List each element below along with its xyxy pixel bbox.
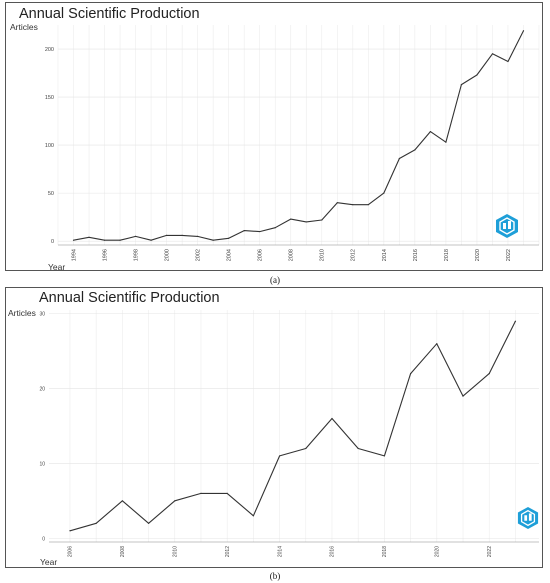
data-point (259, 230, 261, 233)
data-point (462, 395, 464, 397)
data-point (212, 239, 214, 241)
data-point (507, 60, 509, 63)
x-tick-label: 2016 (413, 249, 419, 261)
chart-title: Annual Scientific Production (39, 290, 220, 306)
x-tick-label: 2016 (330, 546, 336, 557)
data-point (88, 236, 90, 238)
y-tick-label: 0 (51, 239, 54, 245)
data-point (522, 30, 525, 32)
data-point (429, 131, 431, 133)
x-tick-label: 2008 (120, 546, 126, 557)
y-tick-label: 150 (45, 95, 54, 101)
data-point (147, 522, 150, 524)
data-point (321, 219, 323, 221)
x-tick-label: 2012 (225, 546, 231, 557)
x-tick-label: 2010 (320, 249, 326, 261)
x-tick-label: 2012 (351, 249, 357, 261)
x-tick-label: 2014 (382, 249, 388, 261)
x-tick-label: 2018 (444, 249, 450, 261)
data-point (228, 237, 230, 239)
data-point (305, 447, 307, 450)
data-point (103, 239, 106, 241)
data-point (290, 218, 292, 220)
data-point (476, 74, 478, 76)
logo-icon (496, 214, 518, 238)
data-point (134, 235, 137, 237)
logo-icon (517, 507, 539, 529)
line-chart-a: 0 50 100 150 200 1994 1996 1998 2000 2002 2004 2006… (45, 25, 540, 261)
y-tick-label: 200 (45, 47, 54, 53)
series-line (73, 30, 524, 241)
x-tick-label: 2006 (68, 546, 74, 557)
y-tick-label: 20 (39, 387, 45, 393)
data-point (95, 522, 97, 524)
y-tick-label: 30 (39, 312, 45, 318)
data-point (274, 227, 276, 229)
data-point (383, 455, 386, 457)
data-point (414, 149, 416, 151)
x-tick-label: 2020 (435, 546, 441, 557)
data-point (226, 492, 228, 494)
x-tick-label: 1998 (134, 249, 140, 261)
data-point (305, 221, 307, 223)
y-axis-label: Articles (10, 22, 38, 32)
data-point (278, 455, 281, 457)
x-tick-label: 1996 (102, 249, 108, 261)
x-tick-label: 2020 (475, 249, 481, 261)
data-point (174, 500, 176, 502)
chart-title: Annual Scientific Production (19, 6, 200, 22)
data-point (331, 417, 333, 420)
data-point (383, 192, 385, 194)
y-axis-label: Articles (8, 308, 36, 318)
data-point (69, 530, 71, 532)
y-tick-label: 50 (48, 191, 54, 197)
data-point (166, 234, 168, 236)
data-point (336, 202, 338, 204)
y-tick-label: 10 (39, 461, 45, 467)
data-point (150, 239, 152, 241)
x-tick-label: 2002 (196, 249, 202, 261)
data-point (200, 492, 202, 494)
x-tick-label: 2022 (506, 249, 512, 261)
x-tick-label: 2006 (258, 249, 264, 261)
y-tick-label: 0 (42, 536, 45, 542)
caption-a: (a) (270, 275, 280, 285)
data-point (119, 239, 121, 241)
caption-b: (b) (269, 571, 281, 581)
data-point (357, 447, 359, 450)
data-point (197, 235, 199, 237)
y-tick-label: 100 (45, 143, 54, 149)
data-point (181, 234, 183, 236)
x-tick-label: 2008 (289, 249, 295, 261)
x-axis-label: Year (48, 262, 66, 272)
data-point (460, 83, 463, 86)
data-point (491, 53, 494, 55)
data-point (72, 239, 75, 241)
line-chart-b: 0 10 20 30 2006 2008 2010 2012 2014 2016 2018 2020 2… (39, 310, 539, 557)
data-point (121, 500, 123, 502)
data-point (352, 204, 354, 206)
x-tick-label: 2022 (487, 546, 493, 557)
data-point (367, 204, 369, 206)
x-tick-label: 1994 (71, 249, 77, 261)
data-point (243, 229, 245, 232)
data-point (252, 515, 254, 517)
chart-panel-b: Annual Scientific Production Articles Ye… (5, 287, 543, 568)
data-point (398, 157, 400, 160)
chart-panel-a: Annual Scientific Production Articles Ye… (5, 2, 543, 272)
x-axis-label: Year (40, 557, 58, 567)
data-point (436, 343, 438, 345)
x-tick-label: 2000 (165, 249, 171, 261)
data-point (514, 320, 517, 322)
data-point (488, 373, 490, 375)
data-point (410, 373, 412, 375)
x-tick-label: 2018 (382, 546, 388, 557)
x-tick-label: 2004 (227, 249, 233, 261)
x-tick-label: 2014 (277, 546, 283, 557)
data-point (445, 141, 447, 143)
series-line (69, 320, 516, 532)
x-tick-label: 2010 (173, 546, 179, 557)
